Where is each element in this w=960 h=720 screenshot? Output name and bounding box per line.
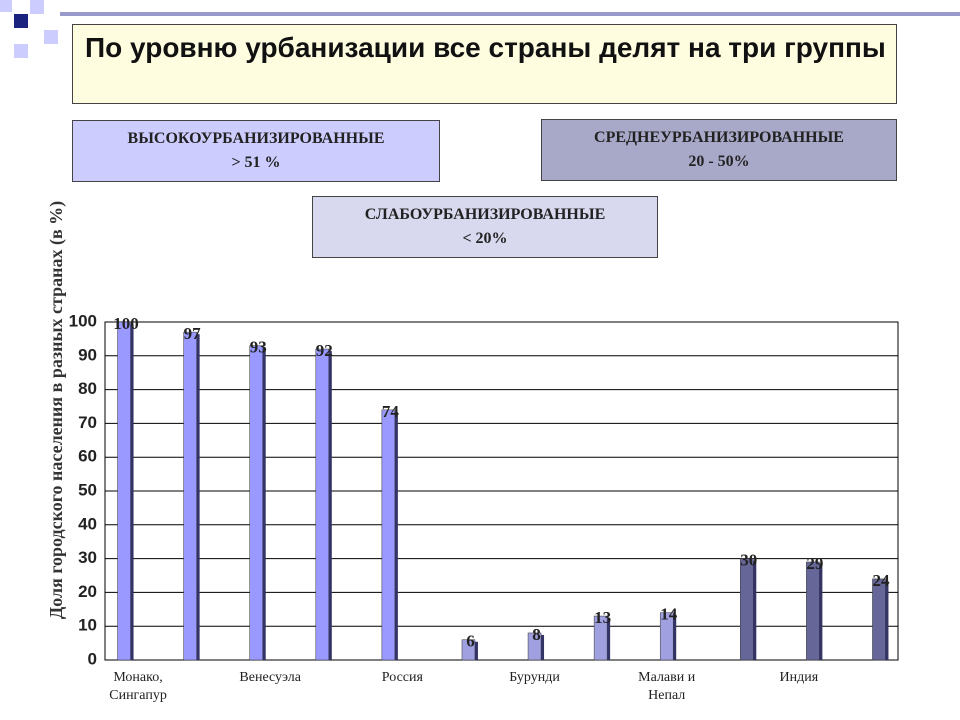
y-tick-label: 40 (78, 514, 97, 533)
decor (0, 0, 12, 12)
decor (30, 0, 44, 14)
x-tick-label: Венесуэла (239, 670, 301, 685)
box-title: ВЫСОКОУРБАНИЗИРОВАННЫЕ (127, 130, 385, 147)
x-tick-label: Монако, Сингапур (109, 670, 167, 703)
bar-side (196, 334, 200, 660)
data-label: 100 (113, 314, 139, 333)
data-label: 13 (594, 608, 611, 627)
data-label: 93 (250, 338, 267, 357)
y-tick-label: 90 (78, 345, 97, 364)
y-tick-label: 50 (78, 480, 97, 499)
data-label: 29 (806, 554, 823, 573)
bar-side (753, 560, 757, 660)
decor (44, 30, 58, 44)
bar (381, 409, 396, 661)
box-range: < 20% (462, 230, 508, 247)
bar-side (130, 324, 134, 660)
x-tick-label: Бурунди (509, 670, 560, 685)
decor (60, 12, 960, 16)
data-label: 30 (740, 551, 757, 570)
y-tick-label: 20 (78, 582, 97, 601)
bar-side (474, 641, 478, 660)
box-mid: СРЕДНЕУРБАНИЗИРОВАННЫЕ 20 - 50% (541, 119, 897, 181)
bar-side (394, 411, 398, 660)
y-tick-label: 70 (78, 413, 97, 432)
box-range: 20 - 50% (688, 153, 750, 170)
bar-side (607, 618, 611, 660)
y-tick-label: 30 (78, 548, 97, 567)
decor (14, 44, 28, 58)
bar-side (819, 563, 823, 660)
box-range: > 51 % (231, 154, 281, 171)
bar (872, 578, 886, 661)
bar-side (885, 580, 889, 660)
x-tick-label: Малави и Непал (638, 670, 696, 703)
data-label: 24 (872, 571, 890, 590)
box-high: ВЫСОКОУРБАНИЗИРОВАННЫЕ > 51 % (72, 120, 440, 182)
data-label: 92 (316, 341, 333, 360)
decor (14, 14, 28, 28)
y-tick-label: 100 (69, 311, 97, 330)
title: По уровню урбанизации все страны делят н… (72, 24, 897, 104)
y-tick-label: 80 (78, 379, 97, 398)
data-label: 14 (660, 605, 678, 624)
box-low: СЛАБОУРБАНИЗИРОВАННЫЕ < 20% (312, 196, 658, 258)
bar (249, 345, 263, 661)
data-label: 6 (466, 632, 475, 651)
bar (740, 558, 754, 661)
y-axis-label: Доля городского населения в разных стран… (46, 201, 67, 619)
box-title: СЛАБОУРБАНИЗИРОВАННЫЕ (364, 206, 606, 223)
x-tick-label: Россия (382, 670, 424, 685)
data-label: 8 (532, 625, 541, 644)
bar-side (328, 351, 332, 660)
y-tick-label: 0 (88, 649, 97, 668)
data-label: 74 (382, 402, 400, 421)
data-label: 97 (184, 324, 202, 343)
y-tick-label: 10 (78, 616, 97, 635)
bar (806, 561, 820, 661)
bar-side (262, 347, 266, 660)
bar (117, 321, 131, 661)
bar (183, 331, 197, 661)
bar-side (673, 614, 677, 660)
bar-side (541, 634, 545, 660)
y-tick-label: 60 (78, 447, 97, 466)
box-title: СРЕДНЕУРБАНИЗИРОВАННЫЕ (594, 129, 844, 146)
bar (315, 348, 330, 661)
x-tick-label: Индия (780, 670, 819, 685)
